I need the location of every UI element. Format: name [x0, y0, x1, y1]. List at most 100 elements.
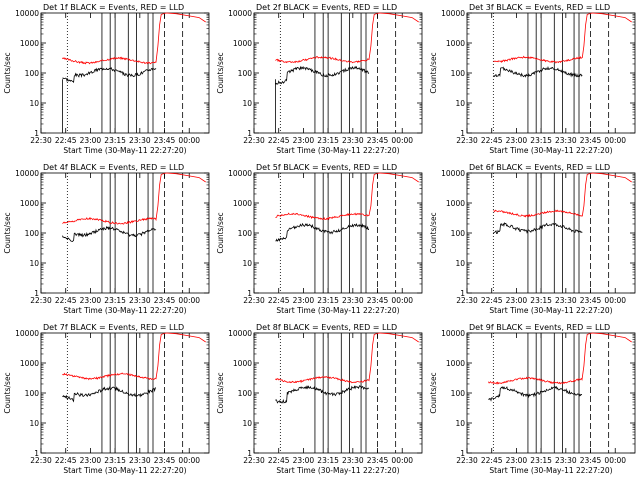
- x-tick-label: 22:45: [268, 296, 290, 305]
- x-tick-label: 23:00: [293, 296, 315, 305]
- y-tick-label: 100: [238, 229, 253, 238]
- y-tick-label: 1: [460, 129, 465, 138]
- y-tick-label: 1000: [446, 359, 465, 368]
- detector-panel: Det 2f BLACK = Events, RED = LLD 1 10 100 10…: [216, 3, 423, 155]
- x-tick-label: 23:45: [154, 456, 176, 465]
- y-tick-label: 10: [29, 99, 39, 108]
- series-lld: [493, 12, 632, 64]
- x-axis-label: Start Time (30-May-11 22:27:20): [276, 306, 399, 315]
- series-events: [493, 65, 583, 78]
- y-tick-label: 100: [25, 69, 40, 78]
- y-tick-label: 10: [29, 419, 39, 428]
- x-tick-label: 23:30: [129, 296, 151, 305]
- plot-frame: [466, 172, 636, 294]
- detector-panel: Det 1f BLACK = Events, RED = LLD 1 10 100 10…: [3, 3, 210, 155]
- series-lld: [62, 12, 206, 65]
- y-tick-label: 10000: [15, 329, 39, 338]
- x-tick-label: 23:00: [293, 456, 315, 465]
- x-tick-label: 23:15: [530, 136, 552, 145]
- x-tick-label: 23:00: [506, 296, 528, 305]
- series-events: [62, 225, 157, 242]
- y-tick-label: 10000: [441, 329, 465, 338]
- y-tick-label: 1000: [20, 39, 39, 48]
- y-axis-label: Counts/sec: [429, 212, 438, 253]
- panel-title: Det 9f BLACK = Events, RED = LLD: [469, 323, 610, 332]
- x-axis-label: Start Time (30-May-11 22:27:20): [276, 146, 399, 155]
- x-tick-label: 22:45: [55, 136, 77, 145]
- series-lld: [493, 172, 632, 218]
- x-tick-label: 22:45: [268, 136, 290, 145]
- y-axis-label: Counts/sec: [216, 372, 225, 413]
- panel-title: Det 1f BLACK = Events, RED = LLD: [43, 3, 184, 12]
- y-tick-label: 1000: [233, 359, 252, 368]
- panel-title: Det 3f BLACK = Events, RED = LLD: [469, 3, 610, 12]
- y-tick-label: 1000: [20, 359, 39, 368]
- y-tick-label: 100: [238, 389, 253, 398]
- y-tick-label: 1: [460, 449, 465, 458]
- series-lld: [62, 332, 206, 381]
- x-tick-label: 23:15: [317, 296, 339, 305]
- x-tick-label: 22:30: [30, 136, 52, 145]
- detector-panel: Det 3f BLACK = Events, RED = LLD 1 10 100 10…: [429, 3, 636, 155]
- x-tick-label: 23:15: [530, 456, 552, 465]
- y-tick-label: 10000: [228, 169, 252, 178]
- y-tick-label: 1: [247, 289, 252, 298]
- x-tick-label: 23:00: [80, 456, 102, 465]
- detector-panel: Det 8f BLACK = Events, RED = LLD 1 10 100 10…: [216, 323, 423, 475]
- y-tick-label: 1: [34, 449, 39, 458]
- x-tick-label: 00:00: [391, 296, 413, 305]
- x-axis-label: Start Time (30-May-11 22:27:20): [63, 146, 186, 155]
- x-tick-label: 22:45: [55, 456, 77, 465]
- x-tick-label: 23:00: [80, 136, 102, 145]
- x-tick-label: 00:00: [604, 456, 626, 465]
- y-tick-label: 10000: [228, 329, 252, 338]
- x-tick-label: 22:30: [456, 456, 478, 465]
- y-tick-label: 10: [242, 419, 252, 428]
- plot-frame: [253, 172, 423, 294]
- x-tick-label: 23:45: [367, 136, 389, 145]
- y-tick-label: 10000: [441, 169, 465, 178]
- detector-panel: Det 9f BLACK = Events, RED = LLD 1 10 100 10…: [429, 323, 636, 475]
- x-axis-label: Start Time (30-May-11 22:27:20): [489, 146, 612, 155]
- x-tick-label: 23:00: [506, 136, 528, 145]
- x-tick-label: 22:30: [30, 456, 52, 465]
- y-tick-label: 100: [451, 389, 466, 398]
- y-tick-label: 10: [29, 259, 39, 268]
- x-tick-label: 00:00: [178, 136, 200, 145]
- y-axis-label: Counts/sec: [216, 52, 225, 93]
- y-tick-label: 10: [455, 419, 465, 428]
- y-axis-label: Counts/sec: [216, 212, 225, 253]
- x-tick-label: 23:15: [104, 296, 126, 305]
- x-axis-label: Start Time (30-May-11 22:27:20): [489, 466, 612, 475]
- x-tick-label: 22:30: [243, 456, 265, 465]
- y-tick-label: 10: [242, 99, 252, 108]
- x-tick-label: 23:45: [580, 136, 602, 145]
- x-tick-label: 23:00: [293, 136, 315, 145]
- x-tick-label: 23:45: [154, 136, 176, 145]
- y-tick-label: 10000: [441, 9, 465, 18]
- x-axis-label: Start Time (30-May-11 22:27:20): [276, 466, 399, 475]
- series-lld: [275, 332, 419, 384]
- y-tick-label: 10: [455, 259, 465, 268]
- x-tick-label: 22:30: [243, 136, 265, 145]
- x-tick-label: 22:45: [268, 456, 290, 465]
- x-tick-label: 23:45: [580, 296, 602, 305]
- series-events: [488, 385, 583, 402]
- y-axis-label: Counts/sec: [3, 212, 12, 253]
- x-tick-label: 00:00: [604, 296, 626, 305]
- panel-title: Det 7f BLACK = Events, RED = LLD: [43, 323, 184, 332]
- series-lld: [275, 12, 419, 64]
- x-tick-label: 23:00: [80, 296, 102, 305]
- x-tick-label: 23:15: [317, 456, 339, 465]
- x-tick-label: 22:45: [481, 296, 503, 305]
- y-tick-label: 1: [34, 129, 39, 138]
- panel-title: Det 5f BLACK = Events, RED = LLD: [256, 163, 397, 172]
- detector-panel: Det 4f BLACK = Events, RED = LLD 1 10 100 10…: [3, 163, 210, 315]
- y-axis-label: Counts/sec: [429, 372, 438, 413]
- x-tick-label: 22:30: [30, 296, 52, 305]
- x-axis-label: Start Time (30-May-11 22:27:20): [489, 306, 612, 315]
- y-tick-label: 1000: [233, 199, 252, 208]
- y-tick-label: 1000: [446, 39, 465, 48]
- x-tick-label: 23:30: [555, 136, 577, 145]
